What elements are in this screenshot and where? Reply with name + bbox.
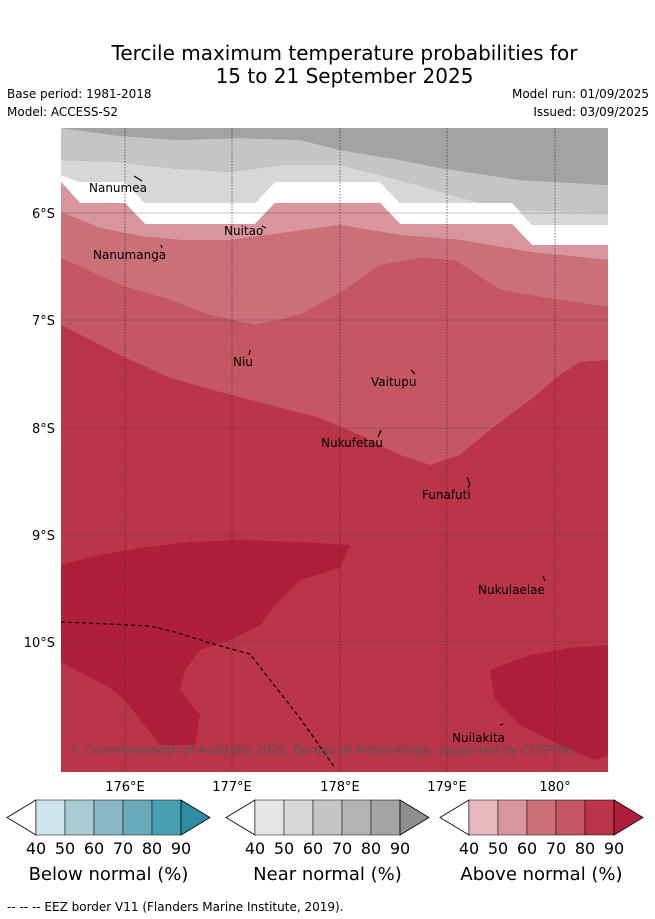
near-normal-50-region bbox=[61, 160, 608, 225]
colorbar-tick-label: 60 bbox=[517, 839, 537, 858]
base-period: Base period: 1981-2018 bbox=[7, 87, 152, 101]
island-markers bbox=[133, 175, 546, 726]
above-normal-70-region bbox=[61, 258, 608, 465]
colorbar-low-extend bbox=[439, 799, 470, 836]
colorbar-tick-label: 70 bbox=[332, 839, 352, 858]
colorbar-cell bbox=[312, 799, 343, 836]
map-plot-area: Nanumea Nuitao Nanumanga Niu Vaitupu Nuk… bbox=[61, 128, 608, 772]
latitude-label: 8°S bbox=[32, 422, 55, 437]
above-normal-90-region-southeast bbox=[490, 645, 608, 760]
colorbar-tick-label: 40 bbox=[245, 839, 265, 858]
above-normal-50-region bbox=[61, 182, 608, 260]
place-label: Nuilakita bbox=[452, 731, 505, 745]
above-normal-60-region bbox=[61, 212, 608, 325]
near-normal-60-region bbox=[61, 128, 608, 212]
colorbar-high-extend bbox=[613, 799, 644, 836]
place-label: Nukufetau bbox=[321, 436, 383, 450]
colorbar-cell bbox=[497, 799, 528, 836]
latitude-label: 9°S bbox=[32, 529, 55, 544]
colorbar-tick-label: 40 bbox=[459, 839, 479, 858]
place-label: Nanumea bbox=[89, 181, 147, 195]
colorbar-high-extend bbox=[399, 799, 430, 836]
latitude-lines bbox=[61, 212, 608, 643]
colorbar-cell bbox=[555, 799, 586, 836]
colorbar-cell bbox=[254, 799, 285, 836]
place-label: Funafuti bbox=[422, 488, 471, 502]
graticule bbox=[124, 128, 556, 772]
copyright-notice: © Commonwealth of Australia 2025, Bureau… bbox=[69, 743, 574, 757]
colorbar-cell bbox=[122, 799, 153, 836]
colorbar-tick-label: 70 bbox=[113, 839, 133, 858]
colorbar-high-extend bbox=[180, 799, 211, 836]
no-dominant-band bbox=[61, 175, 608, 245]
colorbar-cell bbox=[151, 799, 182, 836]
title-line-1: Tercile maximum temperature probabilitie… bbox=[111, 41, 578, 65]
colorbar-1: 40 50 60 70 80 90 Below normal (%) bbox=[6, 799, 211, 885]
longitude-label: 179°E bbox=[427, 780, 467, 795]
colorbar-3: 40 50 60 70 80 90 Above normal (%) bbox=[439, 799, 644, 885]
colorbar-title: Above normal (%) bbox=[460, 864, 622, 885]
colorbar-2: 40 50 60 70 80 90 Near normal (%) bbox=[225, 799, 430, 885]
model-run: Model run: 01/09/2025 bbox=[511, 87, 649, 101]
colorbar-tick-label: 50 bbox=[274, 839, 294, 858]
colorbar-title: Near normal (%) bbox=[253, 864, 402, 885]
colorbar-cell bbox=[35, 799, 66, 836]
latitude-label: 6°S bbox=[32, 207, 55, 222]
colorbar-cell bbox=[93, 799, 124, 836]
colorbar-low-extend bbox=[6, 799, 37, 836]
colorbar-cell bbox=[283, 799, 314, 836]
issued-date: Issued: 03/09/2025 bbox=[533, 105, 649, 119]
colorbar-cell bbox=[341, 799, 372, 836]
latitude-label: 7°S bbox=[32, 314, 55, 329]
colorbar-tick-label: 60 bbox=[303, 839, 323, 858]
longitude-label: 178°E bbox=[320, 780, 360, 795]
longitude-label: 176°E bbox=[105, 780, 145, 795]
colorbar-cell bbox=[64, 799, 95, 836]
colorbar-tick-label: 90 bbox=[604, 839, 624, 858]
near-normal-70-region bbox=[61, 128, 608, 185]
colorbar-tick-label: 80 bbox=[361, 839, 381, 858]
place-label: Vaitupu bbox=[371, 375, 417, 389]
colorbar-tick-label: 60 bbox=[84, 839, 104, 858]
colorbar-tick-label: 40 bbox=[26, 839, 46, 858]
colorbar-cell bbox=[370, 799, 401, 836]
eez-footnote: -- -- -- EEZ border V11 (Flanders Marine… bbox=[7, 900, 344, 914]
colorbar-tick-label: 50 bbox=[55, 839, 75, 858]
place-label: Nanumanga bbox=[93, 248, 166, 262]
colorbar-tick-label: 90 bbox=[171, 839, 191, 858]
longitude-label: 180° bbox=[539, 780, 570, 795]
colorbar-tick-label: 90 bbox=[390, 839, 410, 858]
colorbar-low-extend bbox=[225, 799, 256, 836]
place-label: Nuitao bbox=[224, 224, 263, 238]
colorbar-cell bbox=[468, 799, 499, 836]
place-label: Nukulaelae bbox=[478, 583, 545, 597]
colorbar-legends: 40 50 60 70 80 90 Below normal (%) 40 50 60 70 80 90… bbox=[6, 799, 644, 885]
forecast-map: Nanumea Nuitao Nanumanga Niu Vaitupu Nuk… bbox=[6, 128, 644, 885]
above-normal-90-region-west bbox=[61, 540, 350, 745]
colorbar-title: Below normal (%) bbox=[29, 864, 189, 885]
colorbar-cell bbox=[526, 799, 557, 836]
model-name: Model: ACCESS-S2 bbox=[7, 105, 119, 119]
colorbar-cell bbox=[584, 799, 615, 836]
colorbar-tick-label: 70 bbox=[546, 839, 566, 858]
colorbar-tick-label: 50 bbox=[488, 839, 508, 858]
colorbar-tick-label: 80 bbox=[142, 839, 162, 858]
latitude-label: 10°S bbox=[24, 636, 55, 651]
title-line-2: 15 to 21 September 2025 bbox=[215, 64, 474, 88]
longitude-label: 177°E bbox=[212, 780, 252, 795]
place-label: Niu bbox=[233, 355, 253, 369]
colorbar-tick-label: 80 bbox=[575, 839, 595, 858]
